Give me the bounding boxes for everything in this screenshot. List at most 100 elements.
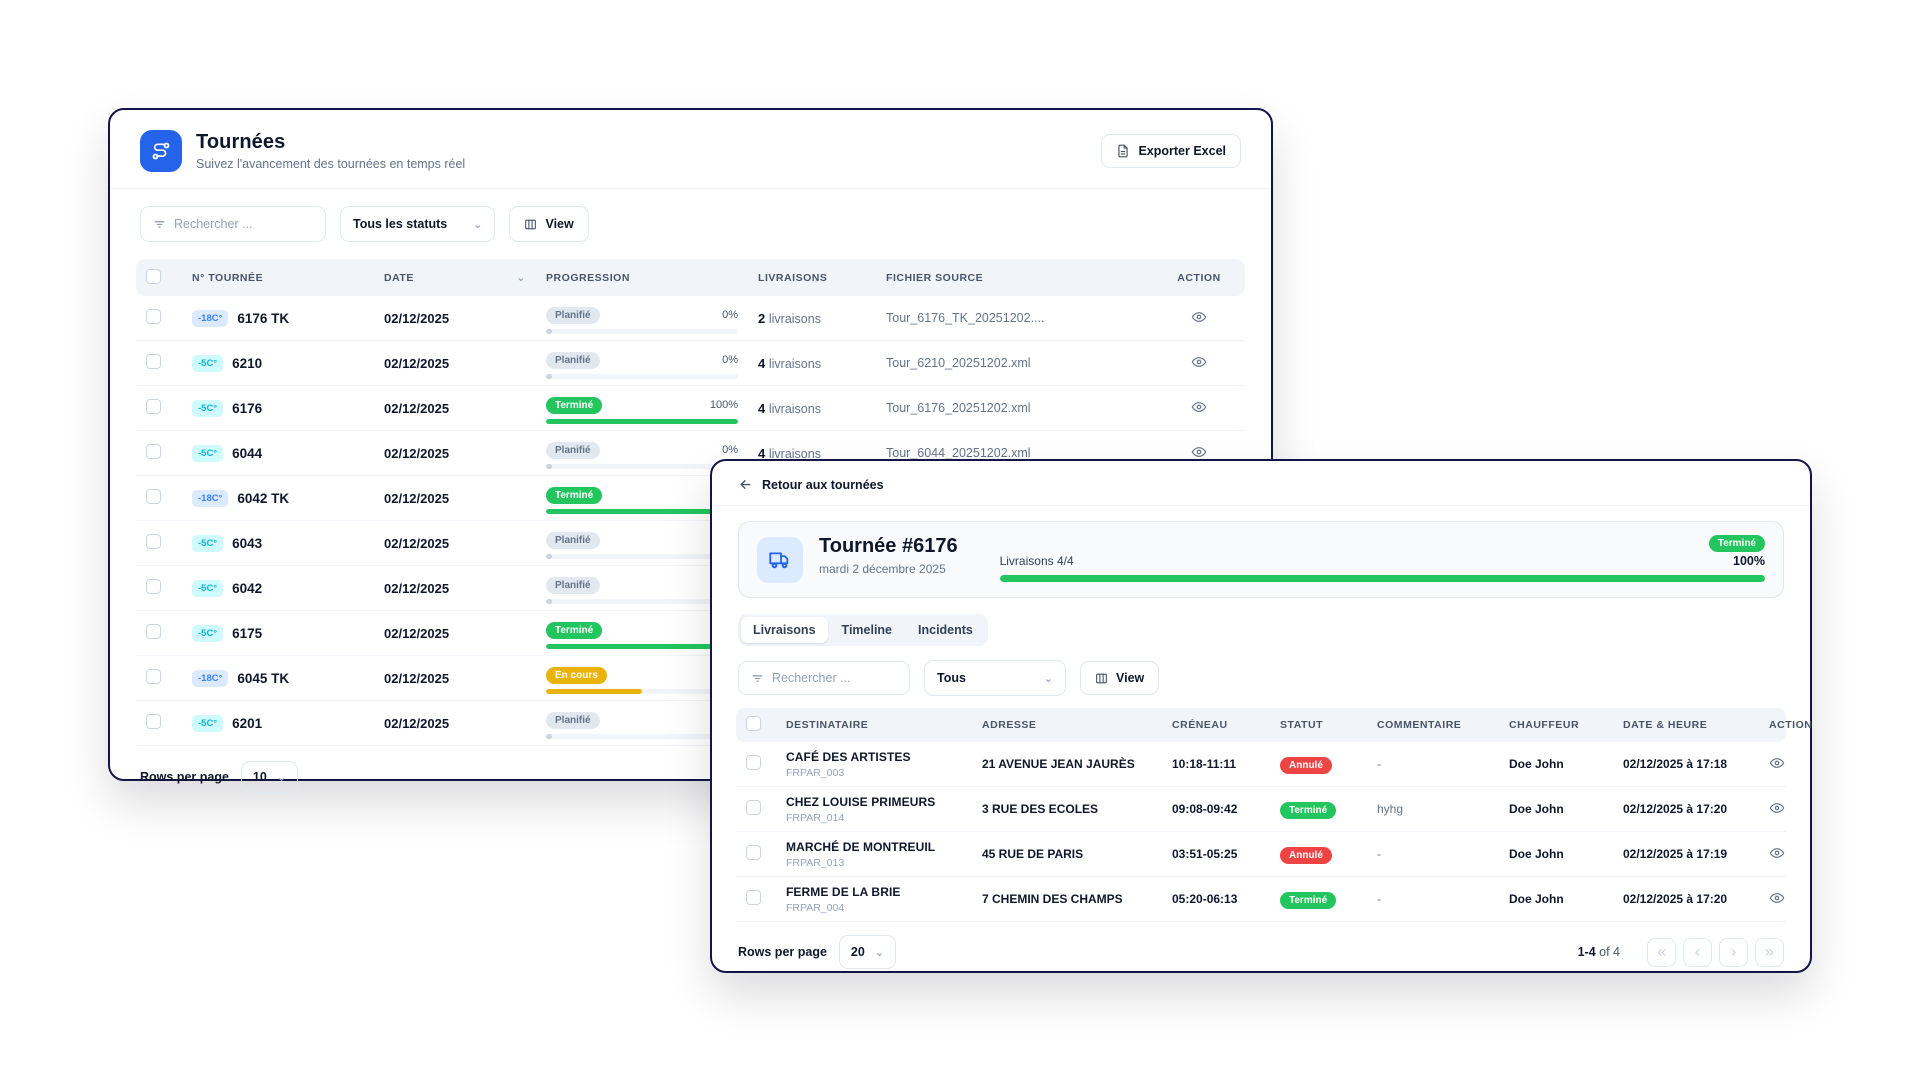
rows-per-page-select[interactable]: 20 ⌄ [838,935,897,969]
progress-bar [546,373,738,379]
row-checkbox[interactable] [146,309,161,324]
eye-icon[interactable] [1191,354,1207,370]
progress-bar [546,508,738,514]
row-checkbox[interactable] [746,890,761,905]
date-time: 02/12/2025 à 17:20 [1623,802,1728,816]
row-checkbox[interactable] [746,755,761,770]
recipient-code: FRPAR_013 [786,856,845,869]
search-input[interactable] [772,671,897,685]
prev-page-button[interactable] [1683,937,1712,967]
tournees-list-window: Tournées Suivez l'avancement des tournée… [108,108,1273,793]
tour-date: 02/12/2025 [384,400,450,416]
tab-incidents[interactable]: Incidents [918,623,973,637]
temperature-badge: -18C° [192,669,229,687]
row-checkbox[interactable] [146,624,161,639]
rows-per-page-label: Rows per page [140,770,229,784]
eye-icon[interactable] [1191,444,1207,460]
table-row[interactable]: -5C° 6210 02/12/2025 Planifié 0% 4 livra… [136,341,1245,386]
col-progression: Progression [546,271,630,284]
detail-status-select[interactable]: Tous ⌄ [924,660,1066,696]
row-checkbox[interactable] [146,354,161,369]
view-button[interactable]: View [509,206,589,242]
table-row[interactable]: -5C° 6176 02/12/2025 Terminé 100% 4 livr… [136,386,1245,431]
list-search[interactable] [140,206,326,242]
table-row[interactable]: -18C° 6042 TK 02/12/2025 Terminé [136,476,1245,521]
row-checkbox[interactable] [746,800,761,815]
col-action: Action [1769,719,1813,731]
row-checkbox[interactable] [146,579,161,594]
progress-bar [546,553,738,559]
table-row[interactable]: -18C° 6045 TK 02/12/2025 En cours [136,656,1245,701]
first-page-button[interactable] [1647,937,1676,967]
recipient-cell: FERME DE LA BRIE FRPAR_004 [776,885,972,914]
tournee-summary-card: Tournée #6176 mardi 2 décembre 2025 Term… [738,521,1784,598]
row-checkbox[interactable] [146,489,161,504]
arrow-left-icon [738,477,753,492]
recipient-name: MARCHÉ DE MONTREUIL [786,839,936,854]
chevron-down-icon: ⌄ [1043,672,1053,685]
row-checkbox[interactable] [746,845,761,860]
search-input[interactable] [174,217,313,231]
eye-icon[interactable] [1191,399,1207,415]
detail-tabs: Livraisons Timeline Incidents [738,614,988,646]
pagination-range: 1-4 of 4 [1577,945,1620,959]
progress-bar [546,733,738,739]
filter-icon [751,672,764,685]
tour-number: 6045 TK [237,670,290,686]
table-row[interactable]: MARCHÉ DE MONTREUIL FRPAR_013 45 RUE DE … [736,832,1786,877]
row-checkbox[interactable] [146,714,161,729]
status-badge: Planifié [546,306,600,324]
table-row[interactable]: CAFÉ DES ARTISTES FRPAR_003 21 AVENUE JE… [736,742,1786,787]
export-excel-button[interactable]: Exporter Excel [1101,134,1241,168]
page-subtitle: Suivez l'avancement des tournées en temp… [196,157,466,171]
eye-icon[interactable] [1769,800,1785,816]
table-row[interactable]: -5C° 6043 02/12/2025 Planifié [136,521,1245,566]
tour-number: 6042 TK [237,490,290,506]
table-row[interactable]: -5C° 6044 02/12/2025 Planifié 0% 4 livra… [136,431,1245,476]
tournee-detail-window: Retour aux tournées Tournée #6176 mardi … [710,459,1812,973]
row-checkbox[interactable] [146,399,161,414]
table-row[interactable]: -18C° 6176 TK 02/12/2025 Planifié 0% 2 l… [136,296,1245,341]
rows-per-page-select[interactable]: 10 ⌄ [240,761,299,793]
last-page-button[interactable] [1755,937,1784,967]
select-all-checkbox[interactable] [746,716,761,731]
comment: - [1377,847,1381,861]
table-header-row: Destinataire Adresse Créneau Statut Comm… [736,708,1812,742]
tour-date: 02/12/2025 [384,490,450,506]
detail-title: Tournée #6176 [819,535,958,557]
tab-livraisons[interactable]: Livraisons [741,617,828,643]
status-badge: Terminé [546,621,603,639]
eye-icon[interactable] [1769,890,1785,906]
row-checkbox[interactable] [146,444,161,459]
next-page-button[interactable] [1719,937,1748,967]
sort-chevron-down-icon[interactable]: ⌄ [516,272,526,284]
back-link[interactable]: Retour aux tournées [712,461,1810,505]
table-row[interactable]: CHEZ LOUISE PRIMEURS FRPAR_014 3 RUE DES… [736,787,1786,832]
route-icon [140,130,182,172]
eye-icon[interactable] [1769,755,1785,771]
table-row[interactable]: -5C° 6175 02/12/2025 Terminé [136,611,1245,656]
tour-number: 6042 [232,580,263,596]
recipient-code: FRPAR_004 [786,901,845,914]
progress-bar [546,328,738,334]
table-row[interactable]: -5C° 6201 02/12/2025 Planifié [136,701,1245,746]
recipient-cell: MARCHÉ DE MONTREUIL FRPAR_013 [776,840,972,869]
col-adresse: Adresse [982,719,1037,731]
col-creneau: Créneau [1172,719,1228,731]
detail-search[interactable] [738,661,910,695]
row-checkbox[interactable] [146,534,161,549]
status-filter-select[interactable]: Tous les statuts ⌄ [340,206,496,242]
select-all-checkbox[interactable] [146,268,161,284]
eye-icon[interactable] [1769,845,1785,861]
tab-timeline[interactable]: Timeline [841,623,893,637]
col-date[interactable]: Date ⌄ [384,271,526,285]
col-commentaire: Commentaire [1377,719,1462,731]
table-row[interactable]: FERME DE LA BRIE FRPAR_004 7 CHEMIN DES … [736,877,1786,922]
row-checkbox[interactable] [146,669,161,684]
detail-footer: Rows per page 20 ⌄ 1-4 of 4 [712,922,1810,982]
deliveries-cell: 4 livraisons [758,400,821,416]
chevron-down-icon: ⌄ [473,218,483,231]
tour-number: 6176 TK [237,310,290,326]
eye-icon[interactable] [1191,309,1207,325]
view-button[interactable]: View [1080,661,1160,695]
